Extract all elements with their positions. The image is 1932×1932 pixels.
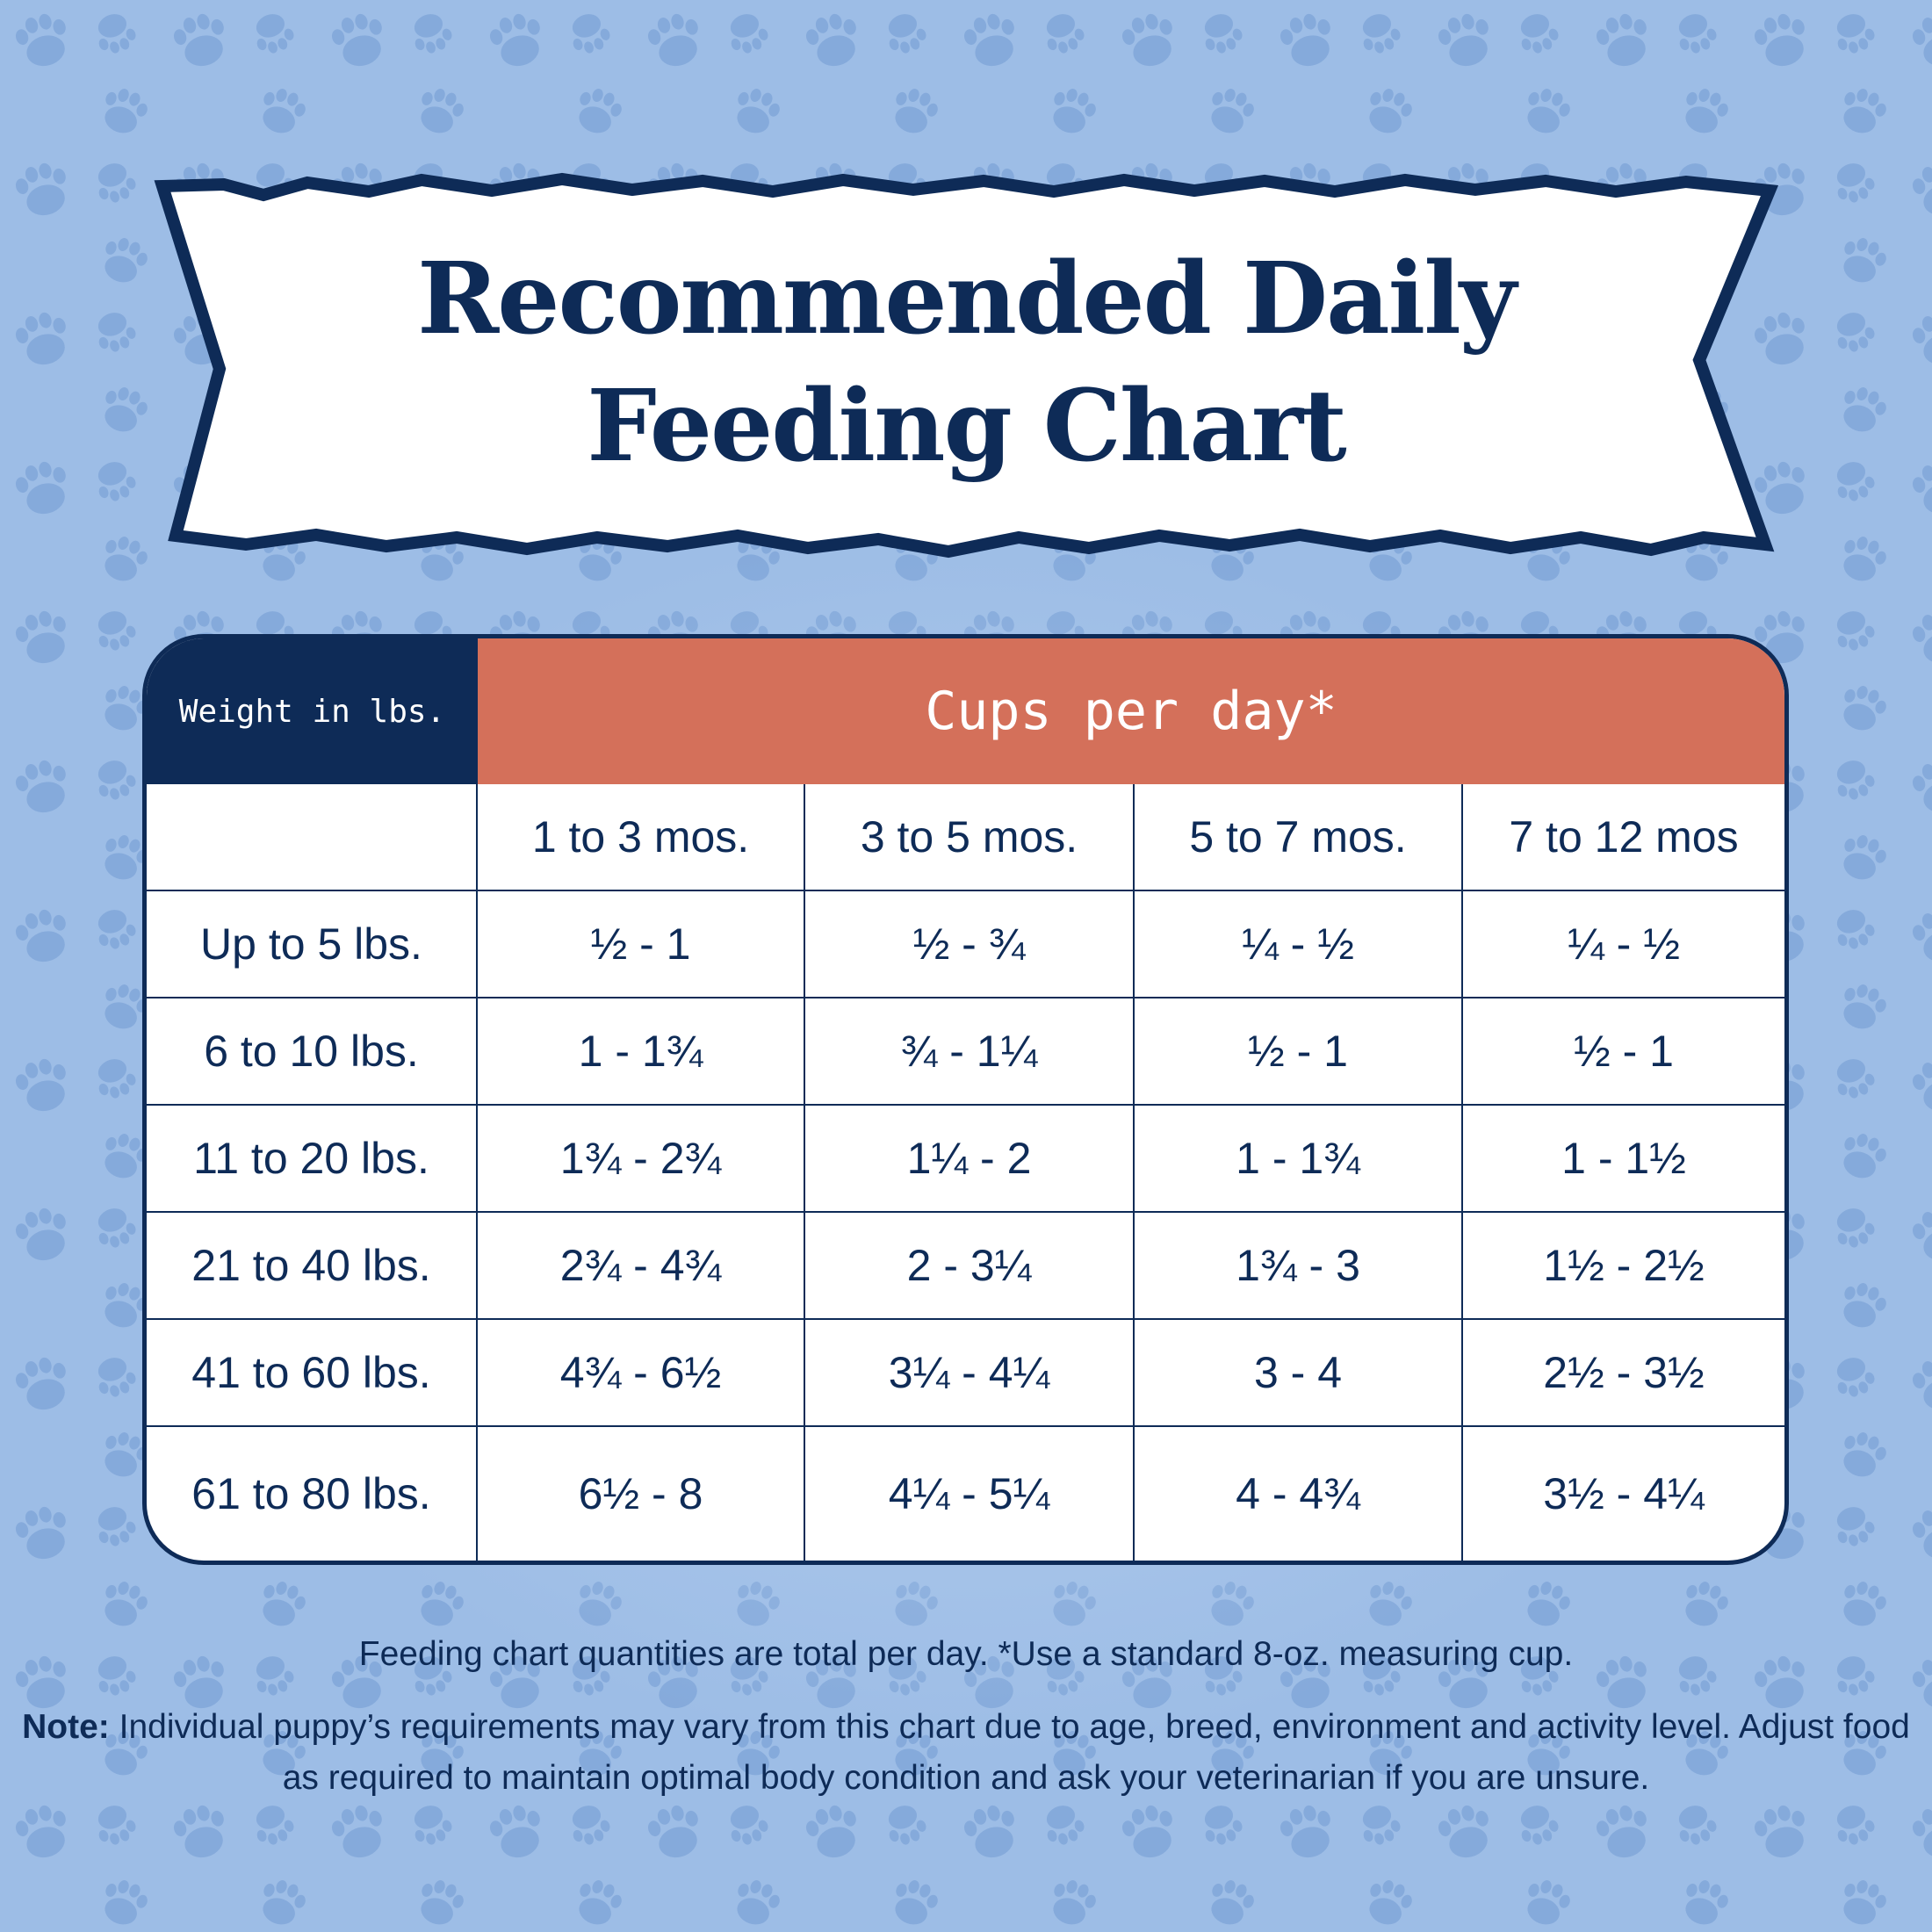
empty-corner-cell	[147, 784, 478, 891]
cups-value-cell: 6½ - 8	[478, 1427, 805, 1561]
cups-value-cell: 1 - 1¾	[478, 998, 805, 1106]
row-weight-label: 41 to 60 lbs.	[147, 1320, 478, 1427]
cups-value-cell: 1 - 1¾	[1135, 1106, 1463, 1213]
cups-value-cell: 2½ - 3½	[1463, 1320, 1784, 1427]
cups-value-cell: 2¾ - 4¾	[478, 1213, 805, 1320]
cups-value-cell: 1 - 1½	[1463, 1106, 1784, 1213]
row-weight-label: 21 to 40 lbs.	[147, 1213, 478, 1320]
title-banner	[154, 172, 1779, 559]
cups-value-cell: 3½ - 4¼	[1543, 1469, 1705, 1518]
cups-value-cell: ¼ - ½	[1463, 891, 1784, 998]
cups-value-cell: 1¾ - 3	[1135, 1213, 1463, 1320]
cups-value-cell: 4¾ - 6½	[478, 1320, 805, 1427]
note-label: Note:	[22, 1708, 110, 1746]
footer-quantities-note: Feeding chart quantities are total per d…	[358, 1635, 1574, 1673]
cups-value-cell: 3¼ - 4¼	[805, 1320, 1135, 1427]
cups-value-cell: 1¼ - 2	[805, 1106, 1135, 1213]
title-line-2: Feeding Chart	[587, 369, 1346, 484]
feeding-table: Weight in lbs. Cups per day* 1 to 3 mos.…	[142, 634, 1789, 1565]
cups-value-cell: ¼ - ½	[1135, 891, 1463, 998]
column-header: 1 to 3 mos.	[478, 784, 805, 891]
cups-value-cell: ½ - ¾	[805, 891, 1135, 998]
row-weight-label: 61 to 80 lbs.	[147, 1427, 478, 1561]
column-header: 3 to 5 mos.	[805, 784, 1135, 891]
column-header: 5 to 7 mos.	[1135, 784, 1463, 891]
weight-header: Weight in lbs.	[147, 638, 478, 784]
title-line-1: Recommended Daily	[417, 242, 1517, 357]
row-weight-label: 11 to 20 lbs.	[147, 1106, 478, 1213]
row-weight-label: Up to 5 lbs.	[147, 891, 478, 998]
column-header: 7 to 12 mos	[1463, 784, 1784, 891]
cups-value-cell: ½ - 1	[478, 891, 805, 998]
row-weight-label: 6 to 10 lbs.	[147, 998, 478, 1106]
cups-value-cell: ½ - 1	[1463, 998, 1784, 1106]
cups-value-cell: ¾ - 1¼	[805, 998, 1135, 1106]
cups-per-day-header: Cups per day*	[478, 638, 1784, 784]
footer-note: Note: Individual puppy’s requirements ma…	[0, 1702, 1932, 1804]
cups-value-cell: 4 - 4¾	[1135, 1427, 1463, 1561]
table-grid: 1 to 3 mos. 3 to 5 mos. 5 to 7 mos. 7 to 12…	[147, 784, 1784, 1561]
cups-value-cell: 2 - 3¼	[805, 1213, 1135, 1320]
cups-value-cell: 3 - 4	[1135, 1320, 1463, 1427]
cups-value-cell: 1½ - 2½	[1463, 1213, 1784, 1320]
note-text: Individual puppy’s requirements may vary…	[109, 1708, 1910, 1797]
cups-value-cell: ½ - 1	[1135, 998, 1463, 1106]
cups-value-cell: 4¼ - 5¼	[805, 1427, 1135, 1561]
cups-value-cell: 1¾ - 2¾	[478, 1106, 805, 1213]
